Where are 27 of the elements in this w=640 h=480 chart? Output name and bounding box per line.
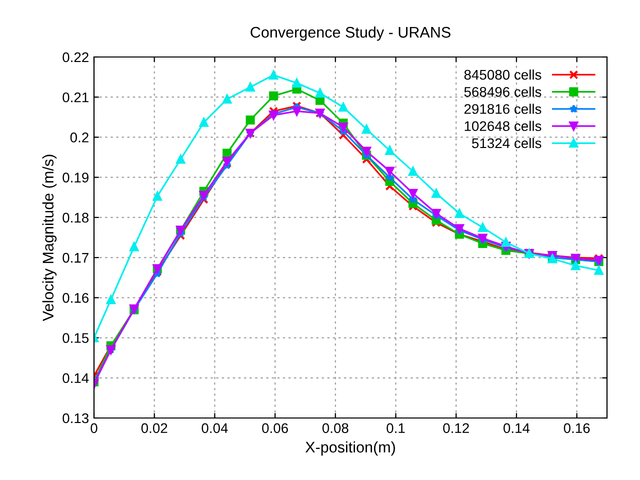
- x-tick-label: 0: [90, 423, 98, 434]
- x-tick-label: 0.04: [202, 423, 228, 434]
- y-tick-label: 0.18: [62, 212, 89, 223]
- legend-label: 51324 cells: [472, 138, 542, 148]
- legend-label: 291816 cells: [464, 104, 542, 114]
- legend-label: 568496 cells: [464, 86, 542, 97]
- y-tick-label: 0.21: [62, 92, 88, 102]
- y-tick-label: 0.13: [62, 413, 89, 424]
- x-tick-label: 0.16: [564, 423, 590, 434]
- x-tick-label: 0.06: [262, 423, 288, 434]
- y-tick-label: 0.14: [62, 373, 89, 384]
- y-axis-title: Velocity Magnitude (m/s): [42, 154, 57, 322]
- x-axis-title: X-position(m): [305, 441, 395, 456]
- legend-label: 102648 cells: [464, 120, 542, 132]
- y-tick-label: 0.2: [70, 132, 88, 142]
- x-tick-label: 0.12: [443, 423, 469, 434]
- y-tick-label: 0.22: [62, 52, 88, 62]
- x-tick-label: 0.1: [386, 423, 405, 434]
- x-tick-label: 0.08: [322, 423, 348, 434]
- y-tick-label: 0.17: [62, 252, 88, 263]
- x-tick-label: 0.14: [504, 423, 530, 434]
- y-tick-label: 0.15: [62, 333, 89, 343]
- y-tick-label: 0.19: [62, 172, 88, 183]
- chart-title: Convergence Study - URANS: [250, 26, 450, 41]
- legend-label: 845080 cells: [464, 70, 542, 80]
- y-tick-label: 0.16: [62, 293, 89, 303]
- x-tick-label: 0.02: [141, 423, 168, 434]
